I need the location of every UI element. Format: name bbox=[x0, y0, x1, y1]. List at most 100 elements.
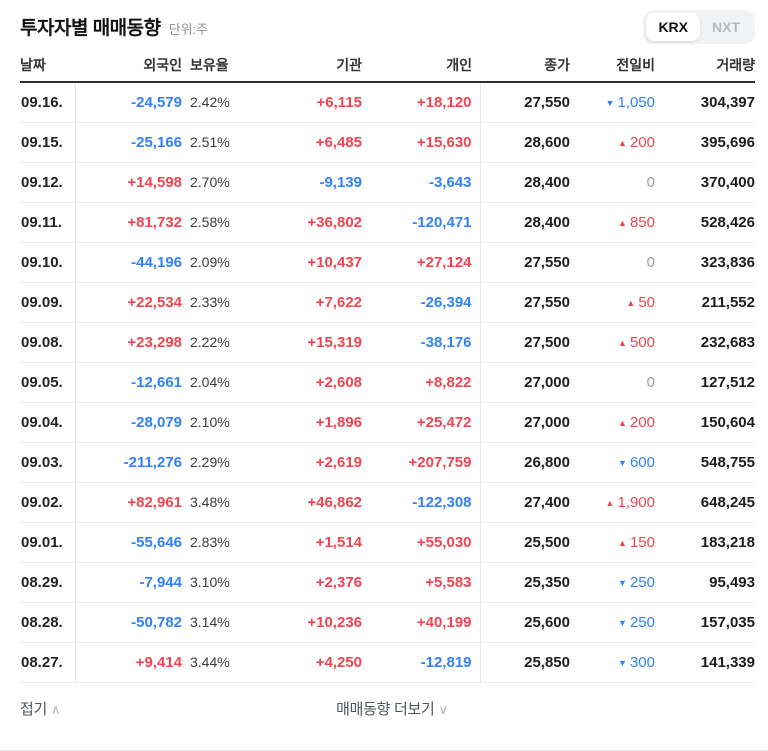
page-title: 투자자별 매매동향 bbox=[20, 18, 161, 39]
day-change-cell: ▲ 50 bbox=[575, 282, 660, 323]
table-row: 08.28. -50,782 3.14% +10,236 +40,199 25,… bbox=[20, 602, 755, 643]
holding-ratio-cell: 3.10% bbox=[187, 562, 250, 603]
col-header-hold: 보유율 bbox=[187, 48, 250, 83]
trading-table: 날짜 외국인 보유율 기관 개인 종가 전일비 거래량 09.16. -24,5… bbox=[20, 48, 755, 683]
day-change-cell: ▲ 150 bbox=[575, 522, 660, 563]
individual-net-cell: +25,472 bbox=[367, 402, 481, 443]
up-triangle-icon: ▲ bbox=[618, 137, 627, 148]
table-row: 09.12. +14,598 2.70% -9,139 -3,643 28,40… bbox=[20, 162, 755, 203]
date-cell: 08.27. bbox=[20, 642, 76, 683]
date-cell: 09.10. bbox=[20, 242, 76, 283]
date-cell: 09.12. bbox=[20, 162, 76, 203]
day-change-cell: ▲ 500 bbox=[575, 322, 660, 363]
holding-ratio-cell: 2.70% bbox=[187, 162, 250, 203]
table-row: 08.29. -7,944 3.10% +2,376 +5,583 25,350… bbox=[20, 562, 755, 603]
date-cell: 09.08. bbox=[20, 322, 76, 363]
holding-ratio-cell: 3.48% bbox=[187, 482, 250, 523]
close-price-cell: 28,400 bbox=[480, 162, 575, 203]
day-change-cell: 0 bbox=[575, 242, 660, 283]
institution-net-cell: +10,236 bbox=[250, 602, 367, 643]
day-change-cell: 0 bbox=[575, 162, 660, 203]
institution-net-cell: +10,437 bbox=[250, 242, 367, 283]
col-header-close: 종가 bbox=[480, 48, 575, 83]
holding-ratio-cell: 3.14% bbox=[187, 602, 250, 643]
holding-ratio-cell: 2.09% bbox=[187, 242, 250, 283]
day-change-cell: ▲ 200 bbox=[575, 402, 660, 443]
volume-cell: 95,493 bbox=[660, 562, 755, 603]
table-body: 09.16. -24,579 2.42% +6,115 +18,120 27,5… bbox=[20, 82, 755, 683]
up-triangle-icon: ▲ bbox=[618, 537, 627, 548]
institution-net-cell: +2,376 bbox=[250, 562, 367, 603]
holding-ratio-cell: 3.44% bbox=[187, 642, 250, 683]
up-triangle-icon: ▲ bbox=[626, 297, 636, 308]
holding-ratio-cell: 2.10% bbox=[187, 402, 250, 443]
holding-ratio-cell: 2.04% bbox=[187, 362, 250, 403]
volume-cell: 548,755 bbox=[660, 442, 755, 483]
date-cell: 09.04. bbox=[20, 402, 76, 443]
volume-cell: 157,035 bbox=[660, 602, 755, 643]
volume-cell: 232,683 bbox=[660, 322, 755, 363]
day-change-cell: ▲ 1,900 bbox=[575, 482, 660, 523]
col-header-date: 날짜 bbox=[20, 48, 75, 83]
individual-net-cell: +207,759 bbox=[367, 442, 481, 483]
institution-net-cell: +2,608 bbox=[250, 362, 367, 403]
foreign-net-cell: -25,166 bbox=[75, 122, 187, 163]
individual-net-cell: -120,471 bbox=[367, 202, 481, 243]
up-triangle-icon: ▲ bbox=[618, 417, 627, 428]
foreign-net-cell: -211,276 bbox=[75, 442, 187, 483]
individual-net-cell: -3,643 bbox=[367, 162, 481, 203]
foreign-net-cell: +22,534 bbox=[75, 282, 187, 323]
more-trading-button[interactable]: 매매동향 더보기 ∨ bbox=[336, 698, 448, 719]
day-change-cell: 0 bbox=[575, 362, 660, 403]
close-price-cell: 27,000 bbox=[480, 362, 575, 403]
individual-net-cell: +5,583 bbox=[367, 562, 481, 603]
institution-net-cell: +36,802 bbox=[250, 202, 367, 243]
chevron-down-icon: ∨ bbox=[438, 702, 449, 717]
col-header-foreign: 외국인 bbox=[75, 48, 187, 83]
holding-ratio-cell: 2.51% bbox=[187, 122, 250, 163]
individual-net-cell: -122,308 bbox=[367, 482, 481, 523]
institution-net-cell: +15,319 bbox=[250, 322, 367, 363]
close-price-cell: 27,550 bbox=[480, 242, 575, 283]
institution-net-cell: +46,862 bbox=[250, 482, 367, 523]
day-change-cell: ▼ 1,050 bbox=[575, 82, 660, 123]
volume-cell: 370,400 bbox=[660, 162, 755, 203]
holding-ratio-cell: 2.58% bbox=[187, 202, 250, 243]
foreign-net-cell: -24,579 bbox=[75, 82, 187, 123]
table-row: 09.10. -44,196 2.09% +10,437 +27,124 27,… bbox=[20, 242, 755, 283]
institution-net-cell: +6,115 bbox=[250, 82, 367, 123]
collapse-button[interactable]: 접기 ∧ bbox=[20, 698, 61, 719]
col-header-change: 전일비 bbox=[575, 48, 660, 83]
close-price-cell: 26,800 bbox=[480, 442, 575, 483]
volume-cell: 183,218 bbox=[660, 522, 755, 563]
date-cell: 09.05. bbox=[20, 362, 76, 403]
table-row: 09.04. -28,079 2.10% +1,896 +25,472 27,0… bbox=[20, 402, 755, 443]
foreign-net-cell: +23,298 bbox=[75, 322, 187, 363]
volume-cell: 304,397 bbox=[660, 82, 755, 123]
institution-net-cell: -9,139 bbox=[250, 162, 367, 203]
close-price-cell: 27,550 bbox=[480, 82, 575, 123]
date-cell: 09.15. bbox=[20, 122, 76, 163]
col-header-indiv: 개인 bbox=[367, 48, 480, 83]
date-cell: 09.02. bbox=[20, 482, 76, 523]
institution-net-cell: +4,250 bbox=[250, 642, 367, 683]
institution-net-cell: +1,514 bbox=[250, 522, 367, 563]
tab-krx[interactable]: KRX bbox=[646, 12, 700, 41]
table-row: 09.01. -55,646 2.83% +1,514 +55,030 25,5… bbox=[20, 522, 755, 563]
foreign-net-cell: +82,961 bbox=[75, 482, 187, 523]
table-row: 09.09. +22,534 2.33% +7,622 -26,394 27,5… bbox=[20, 282, 755, 323]
tab-nxt[interactable]: NXT bbox=[700, 13, 752, 41]
close-price-cell: 27,550 bbox=[480, 282, 575, 323]
foreign-net-cell: +9,414 bbox=[75, 642, 187, 683]
holding-ratio-cell: 2.33% bbox=[187, 282, 250, 323]
table-row: 09.03. -211,276 2.29% +2,619 +207,759 26… bbox=[20, 442, 755, 483]
day-change-cell: ▼ 250 bbox=[575, 602, 660, 643]
foreign-net-cell: -50,782 bbox=[75, 602, 187, 643]
individual-net-cell: -26,394 bbox=[367, 282, 481, 323]
date-cell: 09.09. bbox=[20, 282, 76, 323]
date-cell: 09.01. bbox=[20, 522, 76, 563]
foreign-net-cell: -12,661 bbox=[75, 362, 187, 403]
down-triangle-icon: ▼ bbox=[618, 577, 627, 588]
close-price-cell: 27,000 bbox=[480, 402, 575, 443]
